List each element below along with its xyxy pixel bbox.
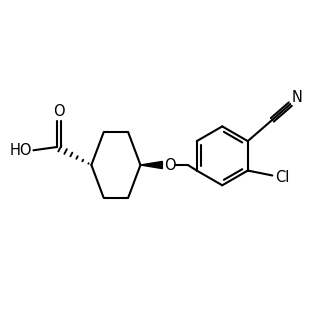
Text: Cl: Cl bbox=[276, 170, 290, 184]
Text: O: O bbox=[53, 105, 64, 119]
Text: HO: HO bbox=[10, 143, 32, 158]
Polygon shape bbox=[141, 161, 162, 169]
Text: O: O bbox=[164, 157, 175, 173]
Text: N: N bbox=[292, 90, 303, 105]
